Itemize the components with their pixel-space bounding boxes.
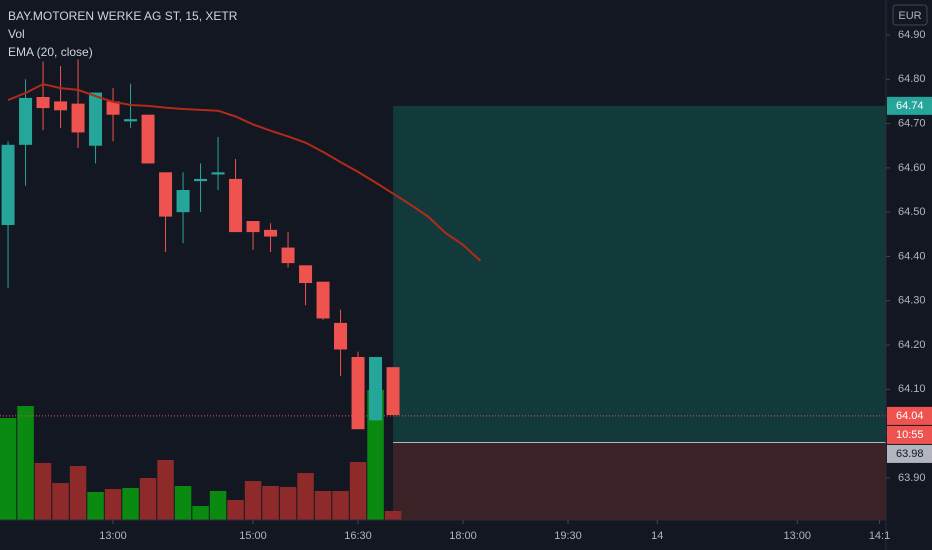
volume-bar: [87, 492, 104, 520]
volume-bar: [104, 489, 122, 520]
volume-bar: [122, 488, 139, 520]
volume-bar: [349, 462, 367, 520]
candle-body: [124, 119, 138, 122]
candle-body: [36, 97, 50, 109]
entry-label: 63.98: [896, 448, 924, 460]
y-tick-label: 63.90: [898, 472, 926, 484]
volume-bar: [52, 483, 69, 520]
currency[interactable]: EUR: [898, 10, 921, 22]
volume-bar: [297, 473, 314, 520]
candle-body: [369, 357, 383, 421]
volume-bar: [279, 487, 297, 520]
target-label-bg: [887, 96, 932, 115]
volume-bar: [332, 491, 349, 520]
volume-bar: [157, 460, 174, 520]
candle-body: [264, 229, 278, 237]
volume-bar: [139, 478, 157, 520]
x-tick-label: 13:00: [99, 530, 127, 542]
candle-body: [194, 178, 208, 182]
candle-body: [334, 322, 348, 350]
last-price-label: 64.04: [896, 410, 924, 422]
candle-body: [54, 101, 68, 111]
volume-bar: [69, 466, 87, 520]
y-tick-label: 64.40: [898, 250, 926, 262]
candle-body: [316, 281, 330, 319]
profit-zone: [393, 105, 886, 443]
candle-body: [89, 92, 103, 146]
countdown: 10:55: [896, 429, 924, 441]
x-tick-label: 16:30: [344, 530, 372, 542]
chart-title: BAY.MOTOREN WERKE AG ST, 15, XETR: [8, 9, 238, 23]
candle-body: [141, 114, 155, 164]
candle-body: [19, 97, 33, 145]
x-tick-label: 13:00: [784, 530, 812, 542]
volume-bar: [192, 506, 209, 520]
volume-bar: [262, 486, 279, 520]
target-label: 64.74: [896, 100, 924, 112]
y-tick-label: 64.20: [898, 339, 926, 351]
y-tick-label: 64.90: [898, 29, 926, 41]
volume-bar: [384, 511, 402, 520]
volume-bar: [174, 486, 192, 520]
ema-legend: EMA (20, close): [8, 45, 93, 59]
ema-line: [7, 83, 482, 262]
candle-body: [176, 190, 190, 213]
volume-bar: [17, 406, 34, 520]
currency-button[interactable]: [892, 4, 928, 26]
candle-body: [211, 172, 225, 175]
candle-body: [351, 357, 365, 430]
volume-bar: [0, 418, 17, 520]
plot-area: [0, 59, 886, 520]
candle-body: [159, 172, 173, 217]
x-tick-label: 14:1: [869, 530, 890, 542]
entry-label-bg: [887, 444, 932, 463]
volume-bar: [314, 491, 332, 520]
y-tick-label: 64.80: [898, 73, 926, 85]
x-tick-label: 19:30: [554, 530, 582, 542]
x-tick-label: 14: [651, 530, 663, 542]
volume-bar: [34, 463, 52, 520]
last-price-label-bg: [887, 406, 932, 425]
volume-bar: [244, 481, 262, 520]
x-tick-label: 18:00: [449, 530, 477, 542]
candle-body: [281, 247, 295, 264]
candle-body: [1, 144, 15, 226]
countdown-bg: [887, 425, 932, 444]
volume-bar: [367, 390, 384, 520]
volume-bar: [227, 500, 244, 520]
candle-body: [386, 367, 400, 416]
volume-legend: Vol: [8, 27, 25, 41]
candle-body: [229, 178, 243, 233]
y-tick-label: 64.70: [898, 117, 926, 129]
y-tick-label: 64.30: [898, 295, 926, 307]
y-tick-label: 64.10: [898, 383, 926, 395]
volume-bar: [209, 491, 227, 520]
y-tick-label: 64.60: [898, 162, 926, 174]
loss-zone: [393, 442, 886, 520]
candle-body: [71, 103, 85, 133]
y-tick-label: 64.50: [898, 206, 926, 218]
candle-body: [106, 101, 120, 115]
candle-body: [246, 221, 260, 233]
candle-body: [299, 265, 313, 284]
x-tick-label: 15:00: [239, 530, 267, 542]
